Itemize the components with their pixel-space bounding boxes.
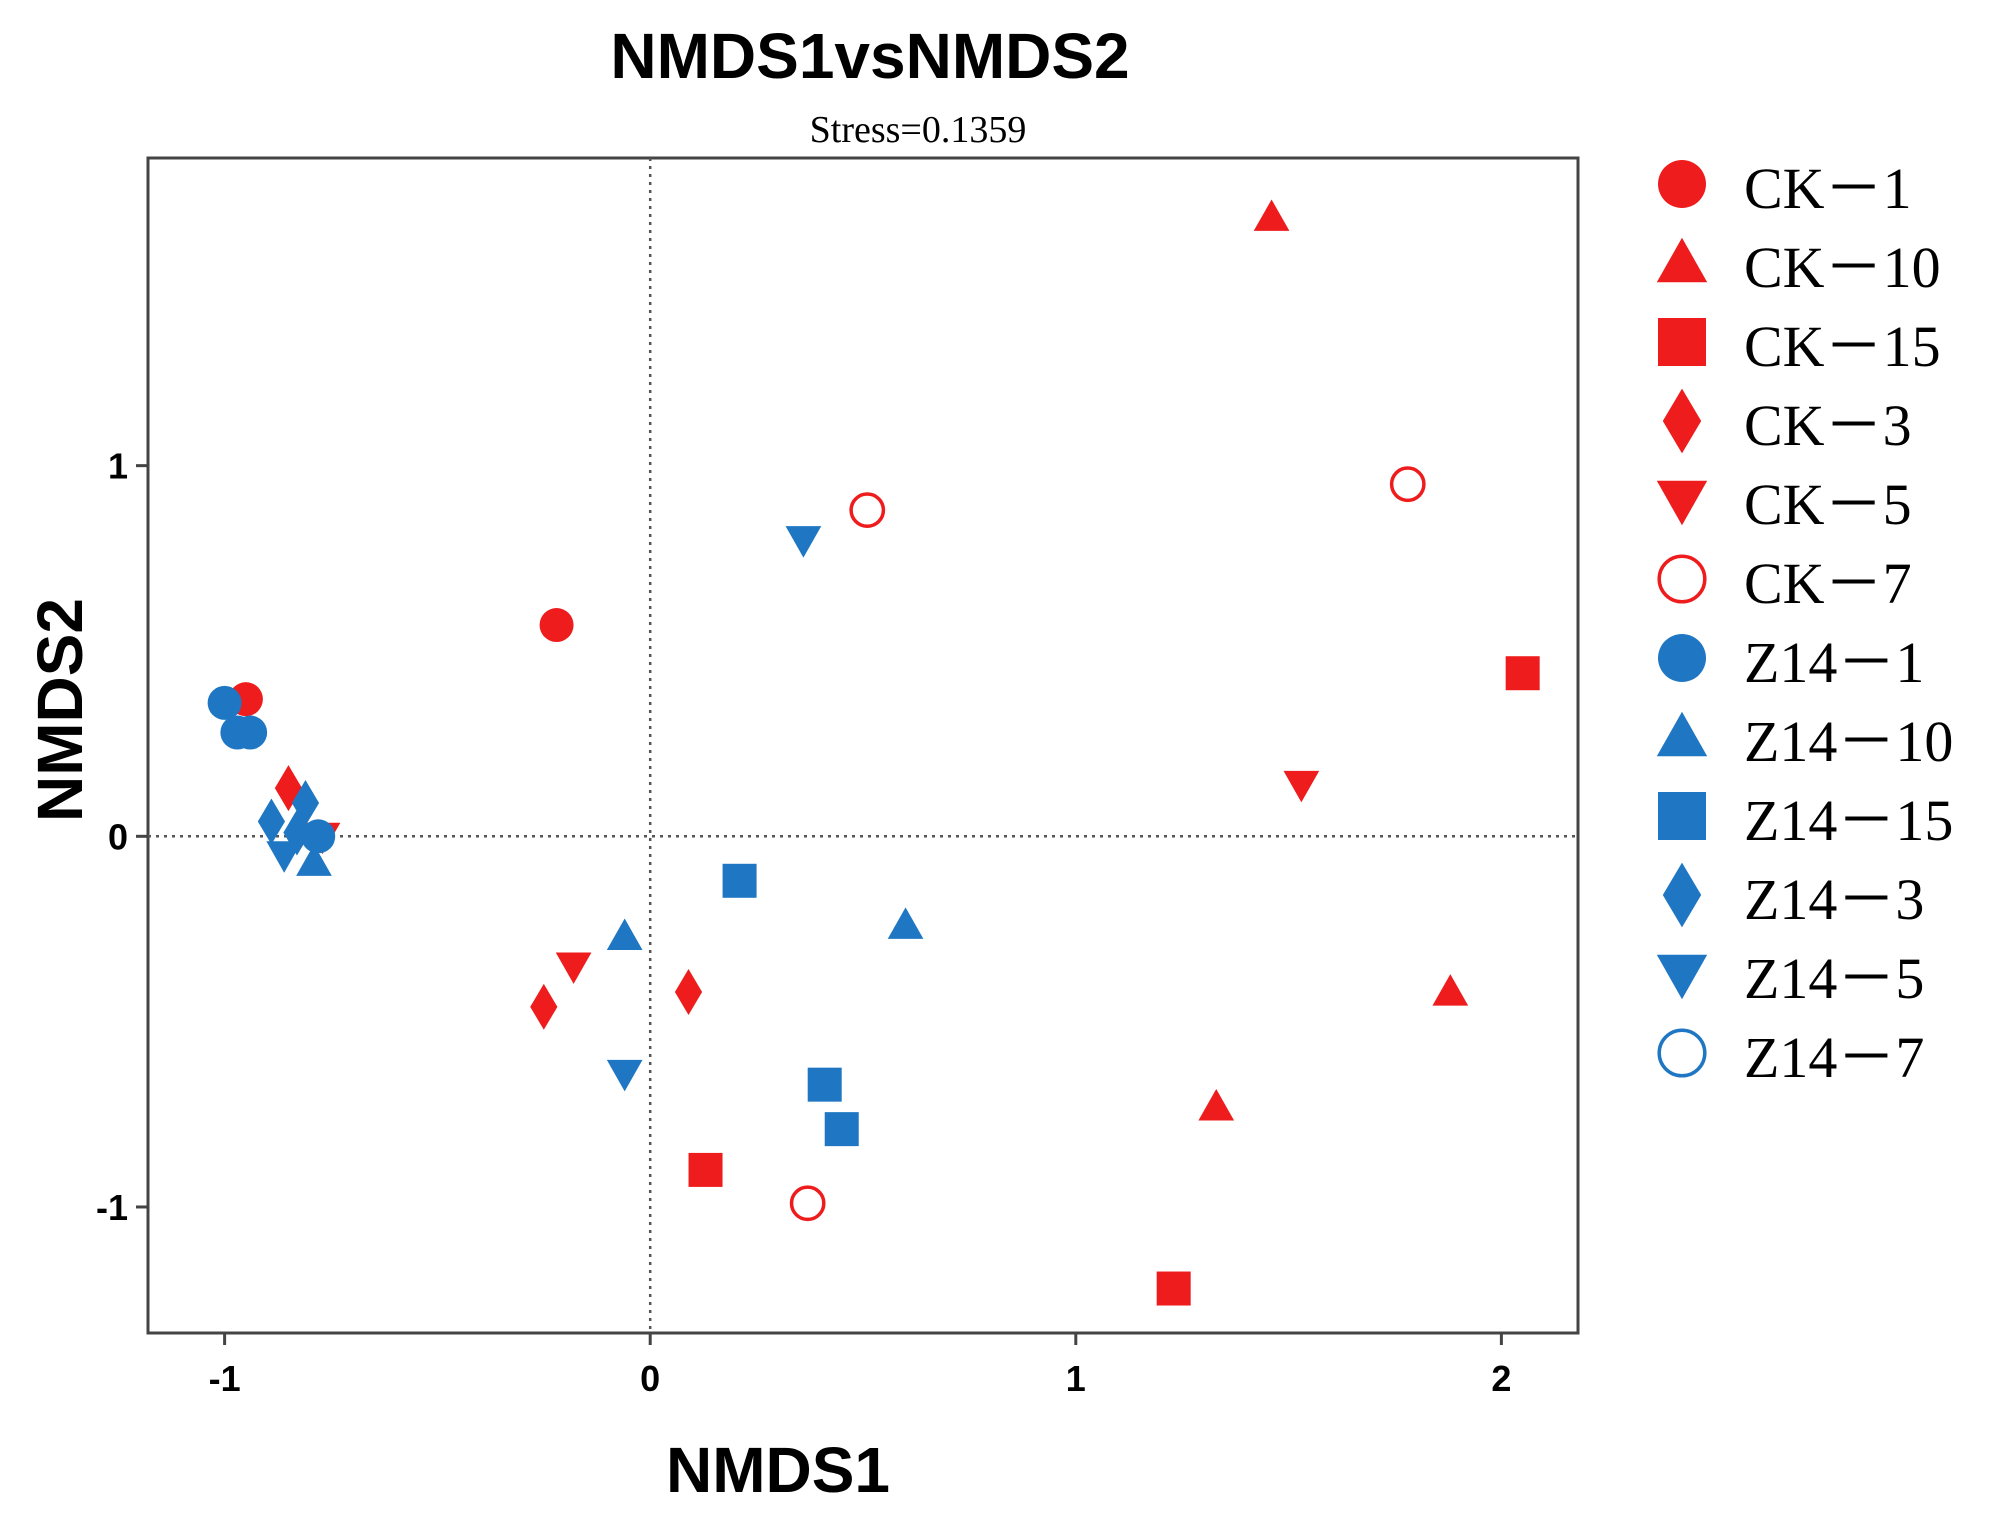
data-point-triangle-up — [1253, 199, 1290, 231]
axis-ticks: -1 0 1 2 -1 0 1 — [96, 446, 1511, 1399]
legend-item: Z14－15 — [1658, 788, 1953, 853]
plot-frame — [146, 156, 1580, 1335]
data-point-diamond — [257, 798, 286, 845]
data-point-triangle-down — [785, 526, 822, 558]
legend-item: CK－10 — [1656, 235, 1941, 300]
data-point-circle-open — [789, 1185, 826, 1222]
legend-marker-diamond — [1662, 388, 1702, 454]
y-tick-label: -1 — [96, 1187, 128, 1228]
legend-item: CK－5 — [1656, 472, 1912, 537]
data-point-square — [688, 1152, 723, 1187]
y-tick-label: 1 — [108, 446, 128, 487]
legend-item: Z14－5 — [1656, 946, 1924, 1011]
data-point-square — [1156, 1271, 1191, 1306]
legend-item: CK－7 — [1657, 551, 1912, 616]
data-point-diamond — [283, 809, 311, 856]
legend-label: CK－7 — [1744, 551, 1912, 616]
x-tick-label: -1 — [209, 1358, 241, 1399]
legend-marker-square — [1658, 792, 1706, 840]
data-point-triangle-up — [296, 844, 332, 876]
legend-label: Z14－1 — [1744, 630, 1924, 695]
x-tick-label: 0 — [640, 1358, 660, 1399]
legend-item: CK－1 — [1658, 156, 1912, 221]
legend-label: Z14－7 — [1744, 1025, 1924, 1090]
y-tick-label: 0 — [108, 816, 128, 857]
data-point-triangle-up — [887, 907, 924, 939]
legend-marker-triangle-down — [1656, 480, 1708, 526]
legend-marker-square — [1658, 318, 1706, 366]
data-point-diamond — [274, 765, 303, 812]
legend-label: Z14－3 — [1744, 867, 1924, 932]
data-point-triangle-down — [1283, 770, 1320, 803]
data-point-square — [722, 863, 757, 898]
data-point-diamond — [674, 969, 703, 1015]
data-point-triangle-down — [555, 952, 592, 984]
reference-lines — [148, 158, 1578, 1333]
legend-item: Z14－7 — [1657, 1025, 1924, 1090]
legend-item: Z14－10 — [1656, 709, 1953, 774]
legend-label: CK－10 — [1744, 235, 1941, 300]
legend-marker-circle — [1658, 160, 1706, 208]
legend-marker-circle-open — [1657, 1028, 1707, 1078]
legend-label: Z14－5 — [1744, 946, 1924, 1011]
data-point-circle — [207, 685, 242, 720]
legend: CK－1 CK－10 CK－15 CK－3 CK－5 CK－7 Z14－1 Z14－10 Z14… — [1656, 156, 1953, 1090]
data-point-triangle-up — [1198, 1089, 1235, 1121]
legend-marker-diamond — [1662, 862, 1702, 928]
data-point-circle — [301, 819, 336, 854]
x-axis-label: NMDS1 — [666, 1434, 890, 1506]
legend-marker-circle — [1658, 634, 1706, 682]
x-tick-label: 2 — [1491, 1358, 1511, 1399]
legend-item: CK－15 — [1658, 314, 1941, 379]
data-point-square — [807, 1067, 842, 1102]
data-point-circle — [539, 608, 574, 643]
x-tick-label: 1 — [1066, 1358, 1086, 1399]
data-point-triangle-down — [606, 1059, 643, 1092]
data-point-circle-open — [849, 492, 886, 529]
legend-label: CK－5 — [1744, 472, 1912, 537]
data-point-circle — [233, 715, 268, 750]
legend-item: Z14－1 — [1658, 630, 1924, 695]
data-point-diamond — [530, 983, 558, 1030]
y-axis-label: NMDS2 — [24, 598, 96, 822]
legend-item: CK－3 — [1662, 388, 1912, 458]
legend-label: CK－3 — [1744, 393, 1912, 458]
legend-marker-triangle-up — [1656, 711, 1708, 757]
legend-marker-circle-open — [1657, 554, 1707, 604]
chart-subtitle: Stress=0.1359 — [810, 109, 1027, 151]
data-point-triangle-down — [266, 841, 303, 873]
plot-area: -1 0 1 2 -1 0 1 — [96, 156, 1580, 1399]
data-point-square — [1505, 656, 1540, 691]
data-point-triangle-up — [1432, 974, 1469, 1006]
legend-marker-triangle-down — [1656, 954, 1708, 1000]
legend-marker-triangle-up — [1656, 237, 1708, 283]
legend-label: Z14－15 — [1744, 788, 1953, 853]
data-points — [207, 199, 1540, 1306]
legend-label: Z14－10 — [1744, 709, 1953, 774]
data-point-circle-open — [1389, 466, 1426, 503]
legend-item: Z14－3 — [1662, 862, 1924, 932]
data-point-square — [824, 1112, 859, 1147]
chart-title: NMDS1vsNMDS2 — [610, 20, 1129, 92]
data-point-diamond — [291, 780, 320, 826]
legend-label: CK－15 — [1744, 314, 1941, 379]
legend-label: CK－1 — [1744, 156, 1912, 221]
data-point-triangle-up — [606, 918, 643, 950]
